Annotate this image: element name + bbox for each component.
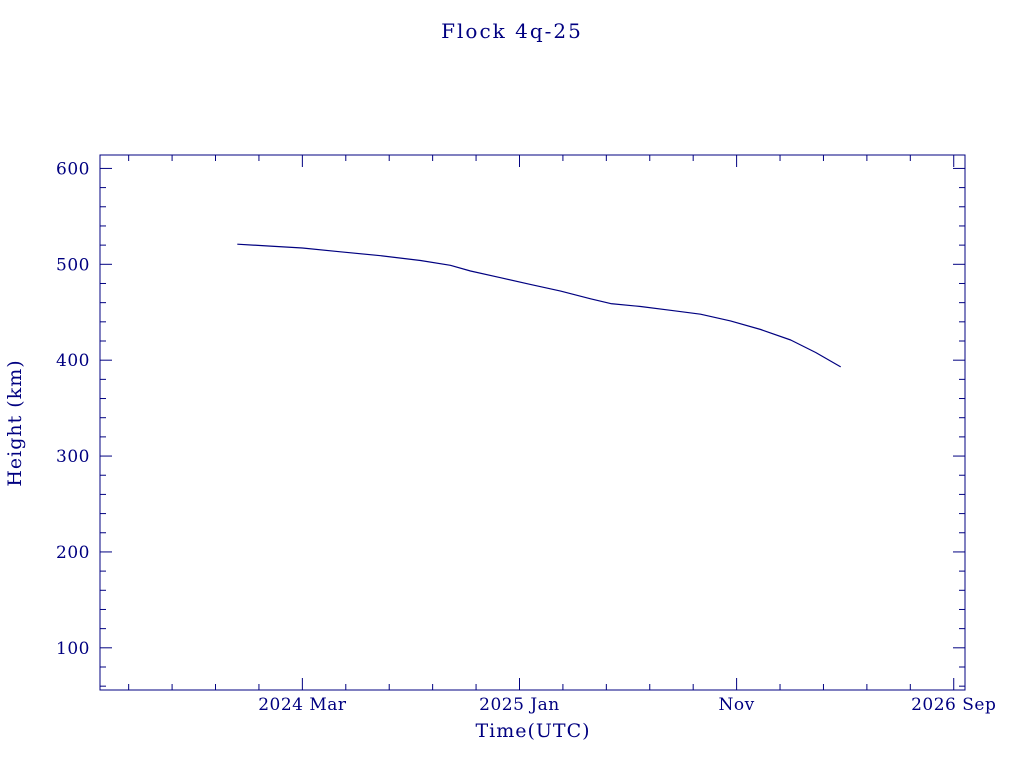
y-tick-label: 100 bbox=[56, 639, 90, 659]
x-axis-label: Time(UTC) bbox=[475, 720, 591, 742]
x-tick-label: 2024 Mar bbox=[258, 695, 347, 715]
chart-title: Flock 4q-25 bbox=[441, 19, 583, 43]
height-decay-line bbox=[237, 243, 841, 368]
x-tick-label: 2025 Jan bbox=[479, 695, 560, 715]
plot-frame bbox=[99, 154, 966, 691]
y-axis-ticks bbox=[100, 167, 965, 687]
x-tick-labels: 2024 Mar 2025 Jan Nov 2026 Sep bbox=[258, 695, 996, 715]
y-tick-label: 200 bbox=[56, 543, 90, 563]
x-tick-label: Nov bbox=[718, 695, 754, 715]
y-tick-label: 400 bbox=[56, 351, 90, 371]
y-tick-labels: 100 200 300 400 500 600 bbox=[56, 159, 90, 659]
y-tick-label: 600 bbox=[56, 159, 90, 179]
x-tick-label: 2026 Sep bbox=[911, 695, 996, 715]
y-axis-label: Height (km) bbox=[4, 359, 26, 487]
y-tick-label: 300 bbox=[56, 447, 90, 467]
y-tick-label: 500 bbox=[56, 255, 90, 275]
x-axis-ticks bbox=[128, 155, 955, 690]
